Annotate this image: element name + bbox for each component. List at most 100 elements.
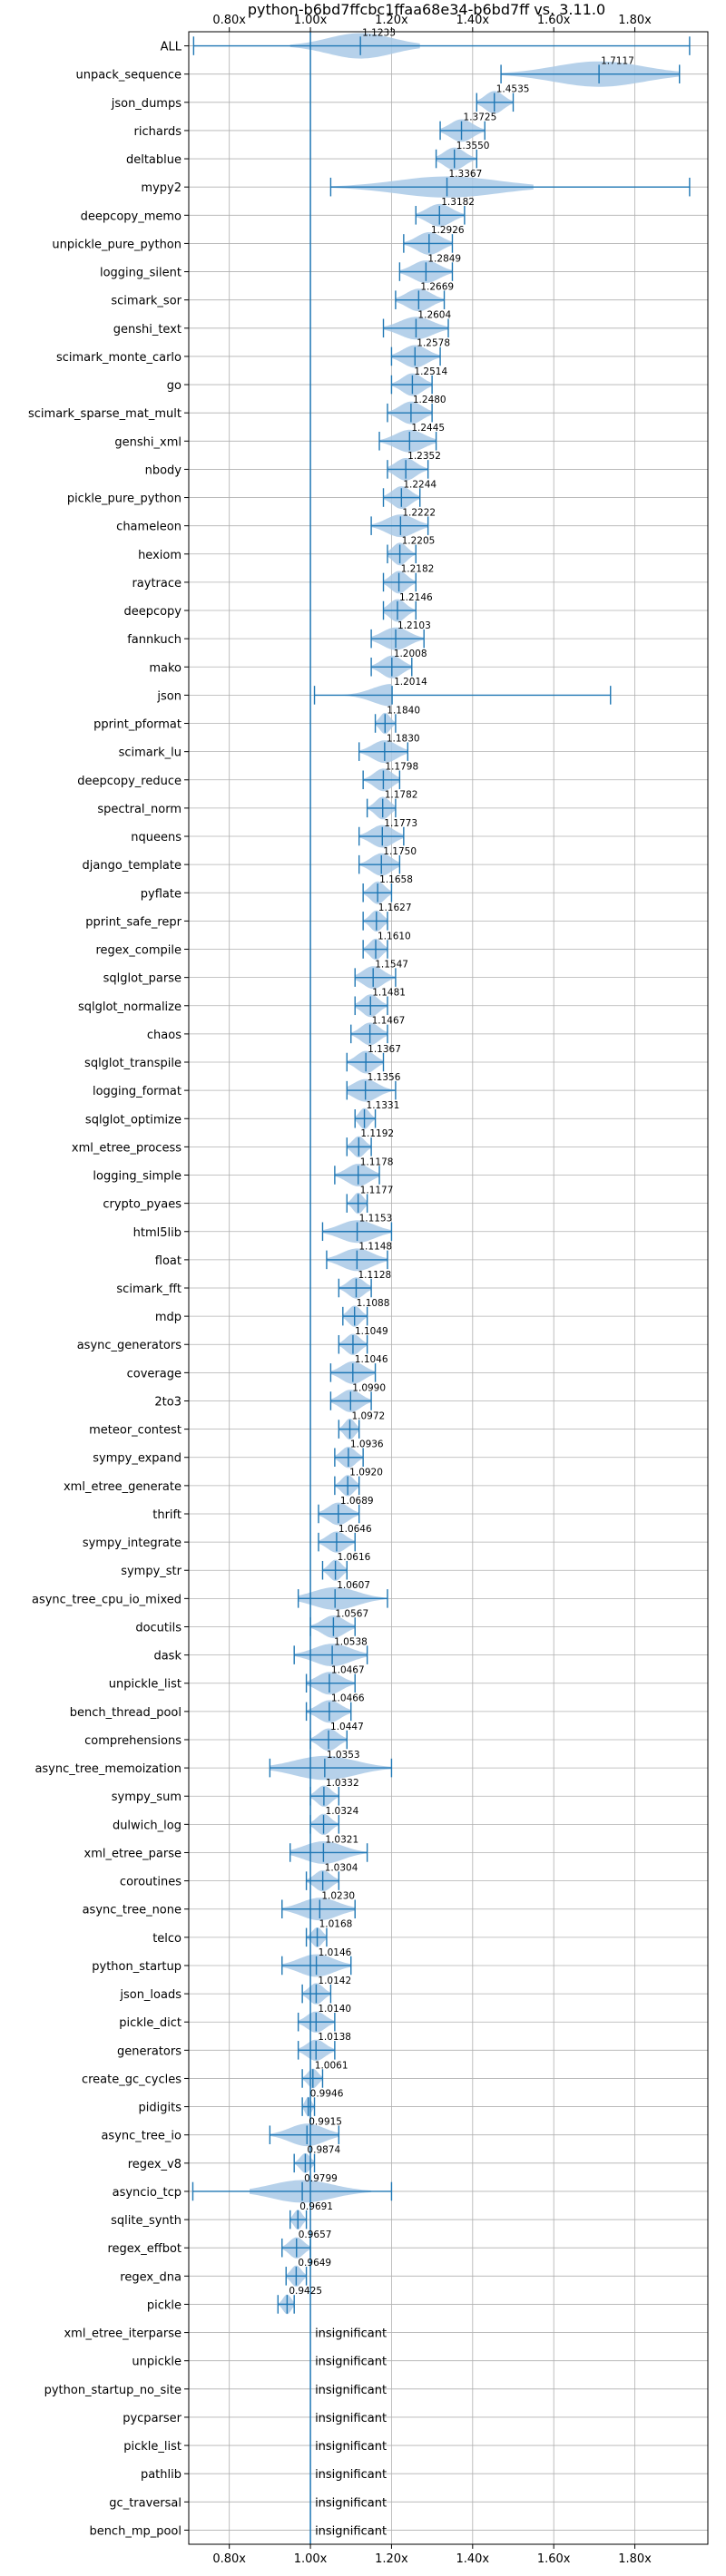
- data-label: 1.0990: [352, 1382, 386, 1393]
- data-label: 1.2182: [401, 564, 435, 575]
- y-tick-label: deepcopy_memo: [81, 210, 182, 223]
- data-label: 1.1148: [358, 1242, 392, 1253]
- y-tick-label: python_startup: [92, 1960, 182, 1974]
- data-label: 1.0146: [319, 1947, 352, 1958]
- axis-layer: 0.80x 0.80x 1.00x 1.00x 1.20x 1.20x 1.40x 1.40x…: [28, 14, 709, 2566]
- data-label: 1.1178: [360, 1156, 394, 1167]
- y-tick-label: unpickle_list: [109, 1678, 182, 1692]
- y-tick-label: deepcopy: [123, 605, 182, 619]
- y-tick-label: sympy_str: [121, 1565, 182, 1578]
- y-tick-label: coroutines: [120, 1876, 182, 1889]
- y-tick-label: richards: [134, 125, 182, 139]
- data-label: 1.0142: [318, 1976, 351, 1986]
- y-tick-label: async_tree_none: [83, 1904, 182, 1917]
- data-label: 1.1627: [378, 903, 412, 913]
- y-tick-label: docutils: [135, 1621, 182, 1634]
- y-tick-label: sqlite_synth: [111, 2214, 182, 2228]
- data-label: 1.1049: [355, 1326, 388, 1337]
- y-tick-label: mako: [149, 661, 182, 675]
- y-tick-label: thrift: [152, 1508, 182, 1522]
- x-tick-label-bottom: 1.20x: [375, 2552, 408, 2566]
- y-tick-label: sympy_integrate: [83, 1537, 182, 1550]
- y-tick-label: chameleon: [116, 521, 182, 534]
- data-label: 1.1782: [385, 790, 418, 801]
- y-tick-label: chaos: [147, 1029, 182, 1042]
- insignificant-label: insignificant: [315, 2524, 387, 2538]
- data-label: 1.2480: [413, 395, 446, 405]
- y-tick-label: bench_thread_pool: [70, 1706, 182, 1720]
- y-tick-label: logging_format: [93, 1085, 182, 1098]
- y-tick-label: deepcopy_reduce: [77, 775, 182, 788]
- y-tick-label: unpickle: [132, 2356, 182, 2369]
- y-tick-label: fannkuch: [127, 633, 182, 647]
- x-tick-label-top: 1.20x: [375, 14, 408, 27]
- y-tick-label: asyncio_tcp: [113, 2186, 182, 2200]
- y-tick-label: json: [156, 689, 182, 703]
- data-label: 1.0538: [334, 1636, 368, 1647]
- data-label: 1.2205: [402, 536, 436, 547]
- data-label: 1.0689: [340, 1496, 374, 1507]
- y-tick-label: dask: [153, 1650, 182, 1664]
- y-tick-label: coverage: [127, 1367, 182, 1381]
- data-label: 1.1658: [379, 874, 413, 885]
- data-label: 1.2008: [394, 649, 427, 659]
- data-label: 1.0324: [326, 1806, 359, 1817]
- y-tick-label: sqlglot_normalize: [78, 1000, 182, 1014]
- data-label: 0.9691: [299, 2201, 333, 2212]
- y-tick-label: async_generators: [77, 1339, 182, 1352]
- insignificant-label: insignificant: [315, 2384, 387, 2397]
- data-label: 1.1153: [359, 1214, 393, 1225]
- y-tick-label: scimark_lu: [119, 746, 182, 760]
- y-tick-label: crypto_pyaes: [103, 1198, 182, 1212]
- y-tick-label: logging_silent: [100, 267, 182, 280]
- data-label: 1.3182: [441, 197, 475, 208]
- y-tick-label: async_tree_cpu_io_mixed: [32, 1593, 182, 1606]
- x-tick-label-top: 0.80x: [212, 14, 246, 27]
- y-tick-label: deltablue: [126, 153, 182, 167]
- y-tick-label: generators: [117, 2044, 182, 2058]
- x-tick-label-bottom: 1.60x: [537, 2552, 571, 2566]
- data-label: 1.0140: [318, 2004, 351, 2015]
- data-label: 1.0168: [319, 1919, 353, 1930]
- data-label: 0.9946: [310, 2088, 344, 2099]
- data-label: 1.1840: [387, 705, 420, 716]
- y-tick-label: pickle_pure_python: [67, 493, 182, 506]
- y-tick-label: unpack_sequence: [75, 69, 182, 83]
- y-tick-label: xml_etree_generate: [64, 1480, 182, 1494]
- y-tick-label: unpickle_pure_python: [52, 238, 182, 251]
- insignificant-label: insignificant: [315, 2496, 387, 2510]
- plot-layer: [191, 33, 691, 2315]
- data-label: 1.2514: [414, 366, 447, 377]
- y-tick-label: dulwich_log: [113, 1819, 182, 1832]
- y-tick-label: json_loads: [119, 1988, 182, 2002]
- data-label: 1.2926: [431, 225, 465, 236]
- y-tick-label: logging_simple: [93, 1170, 182, 1184]
- y-tick-label: async_tree_memoization: [34, 1762, 182, 1776]
- insignificant-label: insignificant: [315, 2468, 387, 2482]
- y-tick-label: genshi_xml: [114, 435, 182, 449]
- y-tick-label: pprint_pformat: [93, 718, 182, 732]
- data-label: 1.2849: [427, 253, 461, 264]
- data-label: 1.2352: [407, 451, 441, 462]
- data-label: 1.1367: [368, 1044, 401, 1055]
- y-tick-label: pycparser: [123, 2412, 182, 2425]
- y-tick-label: nqueens: [131, 831, 182, 844]
- y-tick-label: python_startup_no_site: [44, 2384, 182, 2397]
- data-label: 1.2244: [403, 479, 437, 490]
- y-tick-label: sqlglot_transpile: [84, 1057, 182, 1070]
- y-tick-label: sympy_expand: [93, 1452, 182, 1466]
- data-label: 1.2604: [417, 310, 451, 321]
- y-tick-label: pickle: [147, 2298, 182, 2312]
- data-label: 1.1467: [372, 1016, 406, 1027]
- y-tick-label: meteor_contest: [89, 1424, 182, 1438]
- insignificant-label: insignificant: [315, 2412, 387, 2425]
- data-label: 1.0230: [321, 1891, 355, 1902]
- y-tick-label: pickle_dict: [119, 2016, 182, 2030]
- x-tick-label-top: 1.80x: [618, 14, 652, 27]
- y-tick-label: regex_dna: [120, 2270, 182, 2284]
- data-label: 1.2103: [397, 620, 431, 631]
- data-label: 1.1046: [355, 1354, 388, 1365]
- data-label: 1.0467: [331, 1665, 365, 1676]
- y-tick-label: nbody: [145, 463, 182, 477]
